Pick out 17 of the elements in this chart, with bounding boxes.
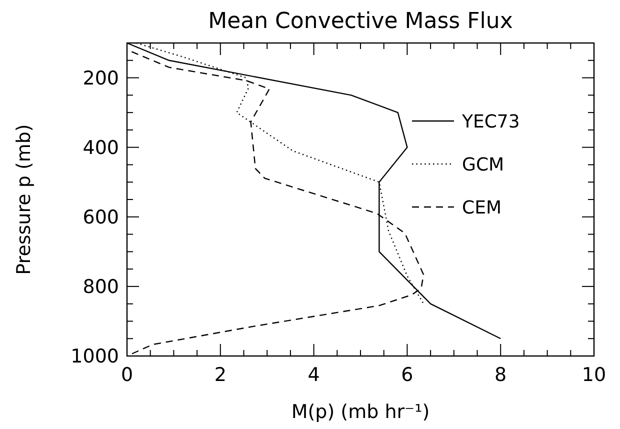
y-tick-label: 600 <box>82 206 119 229</box>
x-tick-label: 4 <box>308 364 320 386</box>
y-tick-label: 800 <box>82 276 119 298</box>
x-tick-label: 8 <box>494 364 507 386</box>
y-tick-label: 200 <box>82 67 119 90</box>
chart-title: Mean Convective Mass Flux <box>208 9 513 34</box>
y-tick-label: 1000 <box>70 346 119 368</box>
legend-label: YEC73 <box>461 111 520 132</box>
y-axis-title: Pressure p (mb) <box>13 124 35 275</box>
x-tick-label: 2 <box>214 364 226 386</box>
x-tick-label: 6 <box>401 364 414 386</box>
x-tick-label: 10 <box>582 364 606 386</box>
y-tick-label: 400 <box>82 136 119 159</box>
legend-label: GCM <box>462 154 504 176</box>
x-tick-label: 0 <box>120 364 134 386</box>
x-axis-title: M(p) (mb hr⁻¹) <box>291 401 430 423</box>
legend-label: CEM <box>462 197 502 218</box>
